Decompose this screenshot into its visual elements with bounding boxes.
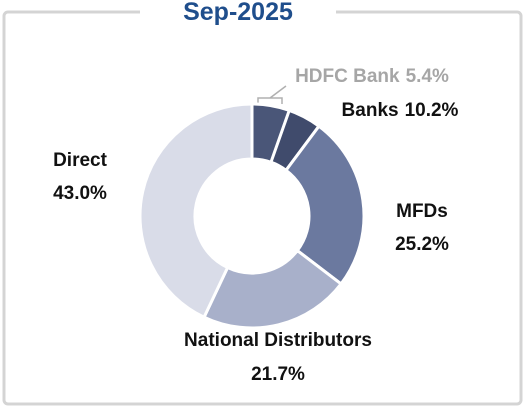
hdfc-bracket [257, 85, 287, 104]
sub-segment-value: 5.4% [406, 66, 449, 87]
segment-value: 10.2% [405, 100, 459, 121]
segment-value: 21.7% [251, 364, 305, 385]
segment-label: Banks 10.2% [342, 100, 459, 121]
segment-name: Direct [53, 150, 108, 171]
donut-sub-segment [250, 102, 292, 165]
donut-segment [202, 248, 344, 330]
segment-name: MFDs [396, 201, 448, 222]
donut-segment [138, 102, 254, 320]
segment-name: Banks [342, 100, 399, 121]
chart-title: Sep-2025 [183, 0, 293, 26]
segment-name: National Distributors [184, 330, 372, 351]
sub-segment-label: HDFC Bank 5.4% [295, 66, 449, 87]
sub-segment-name: HDFC Bank [295, 66, 400, 87]
segment-value: 43.0% [53, 183, 107, 204]
title-backdrop [140, 0, 336, 26]
donut-segment [283, 124, 366, 286]
segment-value: 25.2% [395, 234, 449, 255]
